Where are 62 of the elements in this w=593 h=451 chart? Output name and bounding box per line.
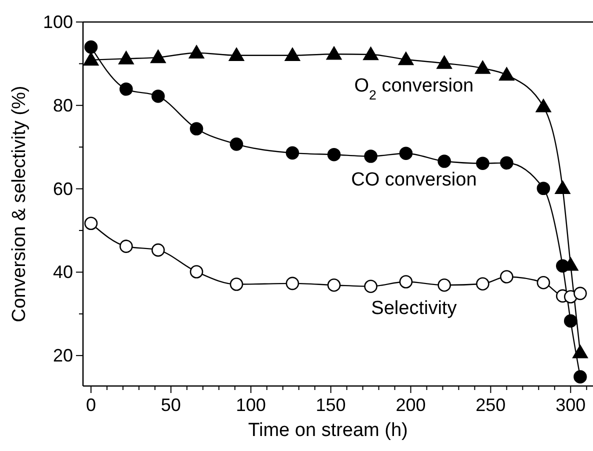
point [151,243,165,257]
point [286,276,300,290]
point [286,146,300,160]
point [326,46,342,60]
y-tick-label: 20 [52,346,73,366]
x-tick-label: 300 [556,395,586,415]
x-axis-title: Time on stream (h) [248,420,408,441]
point [572,344,588,358]
point [83,52,99,66]
point [84,216,98,230]
x-tick-label: 150 [316,395,346,415]
point [399,146,413,160]
point [574,286,587,300]
series-label: O$_{2}$ conversion [354,76,474,102]
y-tick-label: 100 [42,12,73,32]
point [151,90,165,103]
point [188,45,204,59]
x-tick-label: 100 [236,395,266,415]
point [284,48,300,62]
y-tick-label: 80 [52,95,73,116]
point [120,82,133,96]
point [150,50,166,64]
point [190,122,204,136]
point [436,56,452,69]
point [327,148,341,162]
point [398,52,414,66]
point [476,156,490,170]
point [536,98,552,112]
point [118,51,134,64]
point [500,156,514,170]
point [564,314,578,328]
point [475,60,490,74]
y-tick-label: 40 [52,262,73,282]
point [230,278,244,291]
point [536,182,550,196]
point [84,40,98,54]
point [228,48,244,62]
point [399,275,413,288]
point [499,67,514,81]
y-axis-title: Conversion & selectivity (%) [9,86,30,322]
point [363,46,378,60]
point [536,276,550,290]
point [230,138,244,151]
point [556,259,570,273]
point [438,278,451,292]
series-label: Selectivity [371,298,458,319]
point [364,150,378,163]
point [364,280,378,293]
point [190,265,204,278]
y-tick-label: 60 [52,178,73,199]
x-tick-label: 0 [86,395,96,415]
x-tick-label: 250 [476,395,506,415]
point [120,240,133,253]
point [574,370,587,384]
point [438,154,451,168]
x-tick-label: 200 [396,395,426,415]
series-label: CO conversion [351,169,477,190]
x-tick-label: 50 [160,395,181,415]
point [327,278,341,292]
point [500,270,514,284]
point [476,277,490,290]
point [554,180,570,194]
